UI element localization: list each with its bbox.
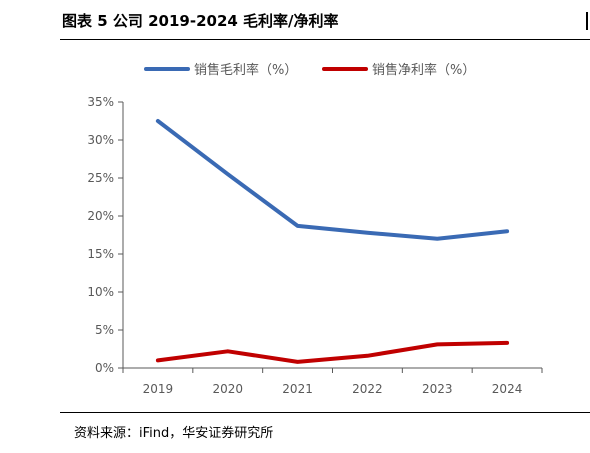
title-divider [60,39,590,40]
chart-title: 图表 5 公司 2019-2024 毛利率/净利率 [62,12,339,30]
chart-series [155,119,510,364]
series-line-1 [155,119,510,241]
source-note: 资料来源：iFind，华安证券研究所 [74,426,274,441]
y-tick-label: 20% [87,209,114,223]
y-tick-label: 30% [87,133,114,147]
legend-label-1: 销售毛利率（%） [194,62,297,78]
title-edge-mark [586,12,588,30]
source-divider [60,412,590,413]
x-tick-label: 2022 [352,382,383,396]
y-tick-label: 15% [87,247,114,261]
y-tick-label: 10% [87,285,114,299]
y-tick-label: 35% [87,95,114,109]
x-tick-label: 2019 [143,382,174,396]
legend-label-2: 销售净利率（%） [372,62,475,78]
series-line-2 [155,340,510,364]
x-tick-label: 2020 [212,382,243,396]
chart-legend: 销售毛利率（%） 销售净利率（%） [144,62,475,78]
line-chart: 销售毛利率（%） 销售净利率（%） 0%5%10%15%20%25%30%35% … [87,62,543,396]
x-axis: 2019 2020 2021 2022 2023 2024 [122,367,543,396]
y-tick-label: 0% [95,361,114,375]
x-tick-label: 2021 [282,382,313,396]
y-tick-label: 25% [87,171,114,185]
y-tick-label: 5% [95,323,114,337]
y-axis: 0% 5% 10% 15% 20% 25% 30% 35% [87,95,124,375]
x-tick-label: 2024 [492,382,523,396]
x-tick-label: 2023 [422,382,453,396]
